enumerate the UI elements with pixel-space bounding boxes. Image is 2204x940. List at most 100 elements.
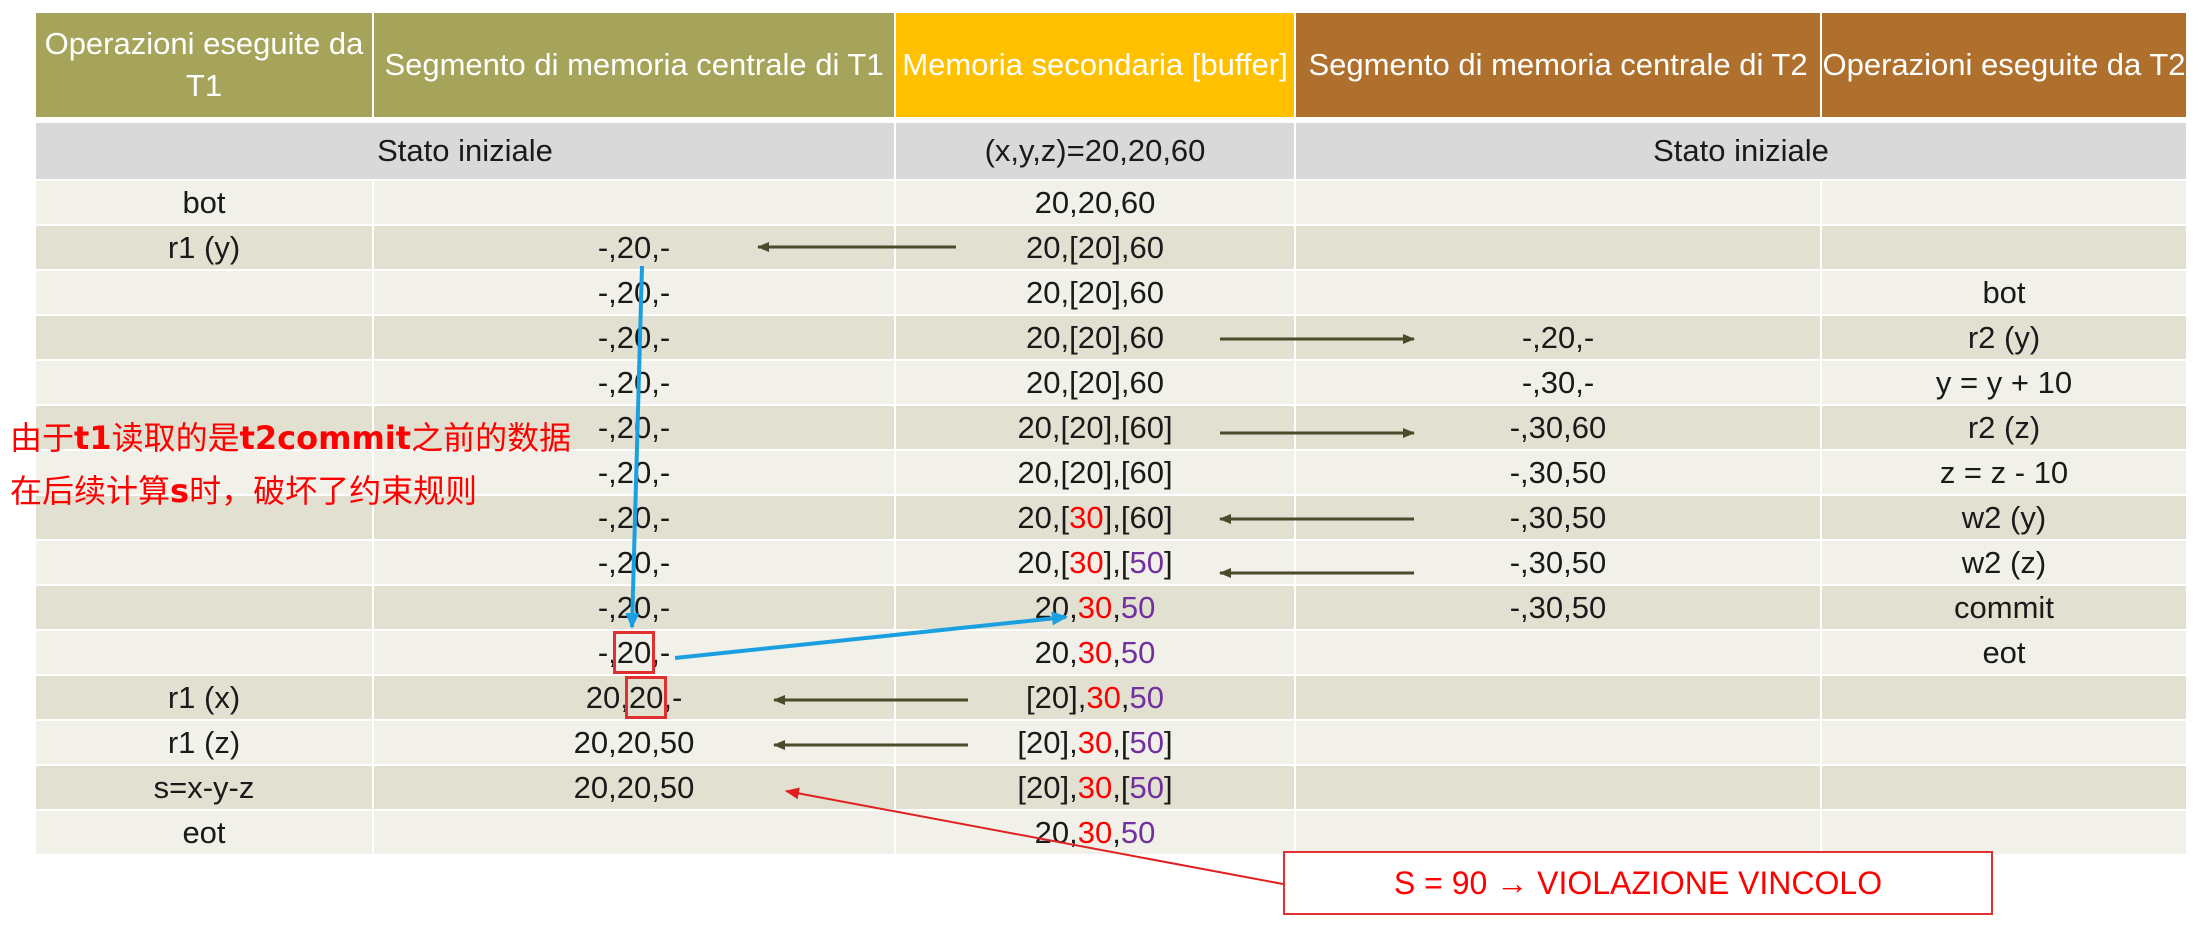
cell-buffer: 20,30,50	[894, 629, 1296, 675]
cell-t1-op: eot	[34, 809, 374, 854]
initial-state-t1: Stato iniziale	[34, 123, 896, 181]
annotation-1a: 由于	[10, 419, 75, 457]
buffer-part: ]	[1163, 769, 1173, 805]
cell-buffer: 20,[20],60	[894, 269, 1296, 315]
cell-t1-mem: -,20,-	[372, 314, 896, 360]
cell-buffer: 20,30,50	[894, 809, 1296, 854]
table-row: eot 20,30,50	[34, 809, 2188, 854]
table-row: -,20,- 20,30,50 eot	[34, 629, 2188, 675]
initial-state-t2: Stato iniziale	[1294, 123, 2188, 181]
header-t2-ops: Operazioni eseguite da T2	[1820, 13, 2188, 117]
cell-buffer: 20,20,60	[894, 179, 1296, 225]
annotation-1e: 之前的数据	[411, 419, 572, 457]
cell-buffer: 20,[20],60	[894, 359, 1296, 405]
t1_mem-part: ,-	[651, 634, 671, 670]
buffer-part: ],[60]	[1103, 499, 1173, 535]
cell-t2-mem: -,30,50	[1294, 449, 1822, 495]
table-row: -,20,- 20,[20],60 bot	[34, 269, 2188, 315]
cell-t1-mem: -,20,-	[372, 224, 896, 270]
buffer-part: 20,[20],60	[1026, 319, 1164, 355]
cell-t1-mem	[372, 809, 896, 854]
cell-t2-mem: -,30,50	[1294, 539, 1822, 585]
cell-t1-op: bot	[34, 179, 374, 225]
cell-buffer: 20,[20],60	[894, 224, 1296, 270]
cell-t2-mem	[1294, 719, 1822, 765]
buffer-part: 20,[20],60	[1026, 274, 1164, 310]
cell-t2-mem: -,30,60	[1294, 404, 1822, 450]
cell-t2-op: bot	[1820, 269, 2188, 315]
cell-t1-mem: -,20,-	[372, 359, 896, 405]
cell-t1-op: r1 (x)	[34, 674, 374, 720]
cell-t2-op	[1820, 224, 2188, 270]
cell-t2-mem: -,30,-	[1294, 359, 1822, 405]
cell-t2-op	[1820, 764, 2188, 810]
cell-t1-op	[34, 359, 374, 405]
table-row: -,20,- 20,[20],60 -,30,- y = y + 10	[34, 359, 2188, 405]
violation-callout: S = 90 → VIOLAZIONE VINCOLO	[1283, 851, 1993, 915]
cell-t2-op: z = z - 10	[1820, 449, 2188, 495]
cell-buffer: 20,[20],60	[894, 314, 1296, 360]
t1_mem-part: 20	[612, 632, 656, 674]
annotation-1c: 读取的是	[111, 419, 240, 457]
cell-t1-mem: -,20,-	[372, 629, 896, 675]
annotation-1b: t1	[74, 419, 112, 457]
buffer-part: 20,[20],[60]	[1017, 454, 1173, 490]
cell-t1-op	[34, 539, 374, 585]
buffer-part: 50	[1120, 589, 1156, 625]
table-row: s=x-y-z 20,20,50 [20],30,[50]	[34, 764, 2188, 810]
cell-t1-mem: 20,20,50	[372, 764, 896, 810]
cell-t2-op: commit	[1820, 584, 2188, 630]
buffer-part: 50	[1120, 814, 1156, 850]
buffer-part: 30	[1086, 679, 1121, 715]
cell-t1-op	[34, 584, 374, 630]
cell-t2-mem: -,30,50	[1294, 584, 1822, 630]
header-t1-ops: Operazioni eseguite da T1	[34, 13, 374, 117]
buffer-part: ,[	[1112, 724, 1130, 760]
buffer-part: 30	[1077, 769, 1113, 805]
buffer-part: ,	[1120, 679, 1130, 715]
buffer-part: 50	[1129, 769, 1164, 805]
buffer-part: ,	[1112, 589, 1121, 625]
cell-t1-op	[34, 494, 374, 540]
cell-t2-mem	[1294, 809, 1822, 854]
buffer-part: 30	[1077, 589, 1113, 625]
cell-buffer: 20,30,50	[894, 584, 1296, 630]
cell-t2-mem: -,30,50	[1294, 494, 1822, 540]
cell-buffer: [20],30,[50]	[894, 764, 1296, 810]
initial-state-row: Stato iniziale (x,y,z)=20,20,60 Stato in…	[34, 123, 2188, 181]
cell-t1-op: s=x-y-z	[34, 764, 374, 810]
cell-buffer: 20,[20],[60]	[894, 449, 1296, 495]
cell-t1-mem	[372, 179, 896, 225]
cell-t1-mem: 20,20,50	[372, 719, 896, 765]
buffer-part: ],[	[1103, 544, 1130, 580]
buffer-part: 30	[1077, 634, 1113, 670]
buffer-part: [20],	[1017, 724, 1078, 760]
cell-buffer: 20,[20],[60]	[894, 404, 1296, 450]
table-row: r1 (x) 20,20,- [20],30,50	[34, 674, 2188, 720]
cell-buffer: 20,[30],[50]	[894, 539, 1296, 585]
cell-t2-op: r2 (y)	[1820, 314, 2188, 360]
table-row: -,20,- 20,30,50 -,30,50 commit	[34, 584, 2188, 630]
buffer-part: 50	[1129, 544, 1164, 580]
t1_mem-part: 20,	[585, 679, 629, 715]
cell-t1-op: r1 (z)	[34, 719, 374, 765]
cell-t2-mem	[1294, 179, 1822, 225]
header-secondary: Memoria secondaria [buffer]	[894, 13, 1296, 117]
table-row: r1 (y) -,20,- 20,[20],60	[34, 224, 2188, 270]
cell-t1-op	[34, 629, 374, 675]
cell-t1-op	[34, 404, 374, 450]
cell-t2-op	[1820, 719, 2188, 765]
cell-t2-op	[1820, 809, 2188, 854]
cell-t1-op	[34, 269, 374, 315]
buffer-part: ,[	[1112, 769, 1130, 805]
initial-state-buffer: (x,y,z)=20,20,60	[894, 123, 1296, 181]
buffer-part: 30	[1077, 724, 1113, 760]
cell-buffer: 20,[30],[60]	[894, 494, 1296, 540]
cell-t2-op: y = y + 10	[1820, 359, 2188, 405]
buffer-part: 20,	[1034, 634, 1078, 670]
annotation-2b: s	[170, 472, 190, 510]
cell-t1-mem: -,20,-	[372, 584, 896, 630]
buffer-part: 50	[1120, 634, 1156, 670]
buffer-part: 30	[1077, 814, 1113, 850]
buffer-part: 30	[1069, 544, 1104, 580]
